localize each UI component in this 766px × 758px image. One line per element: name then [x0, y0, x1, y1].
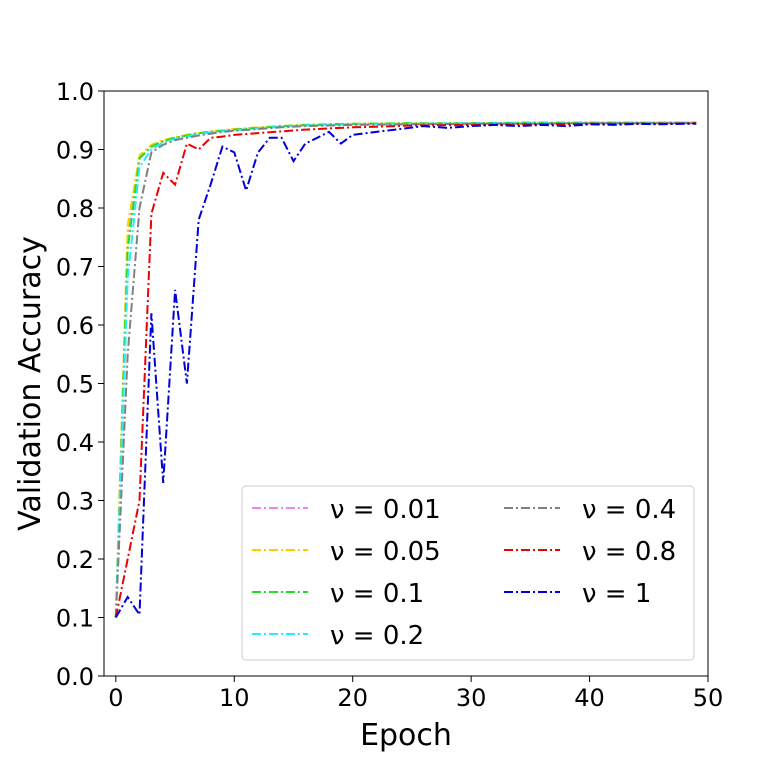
- y-tick-label: 0.7: [56, 254, 94, 282]
- y-axis-ticks: 0.0 0.1 0.2 0.3 0.4 0.5 0.6 0.7 0.8 0.9 1.0: [56, 78, 104, 691]
- series-line-6: [114, 122, 697, 619]
- y-axis-label: Validation Accuracy: [13, 236, 48, 531]
- legend: ν = 0.01 ν = 0.05 ν = 0.1 ν = 0.2 ν = 0.4 ν =…: [241, 485, 695, 661]
- y-tick-label: 0.2: [56, 546, 94, 574]
- x-tick-label: 20: [337, 684, 368, 712]
- y-tick-label: 0.0: [56, 663, 94, 691]
- legend-box: [241, 485, 695, 661]
- x-axis-label: Epoch: [360, 718, 452, 753]
- y-tick-label: 0.8: [56, 195, 94, 223]
- y-tick-label: 0.6: [56, 312, 94, 340]
- legend-label: ν = 0.01: [330, 495, 441, 525]
- legend-label: ν = 0.4: [582, 495, 676, 525]
- y-tick-label: 0.3: [56, 488, 94, 516]
- series-lines: [114, 121, 697, 619]
- x-tick-label: 10: [219, 684, 250, 712]
- legend-label: ν = 0.1: [330, 579, 424, 609]
- y-tick-label: 0.1: [56, 605, 94, 633]
- x-tick-label: 40: [574, 684, 605, 712]
- legend-label: ν = 0.2: [330, 621, 424, 651]
- y-tick-label: 0.4: [56, 429, 94, 457]
- y-tick-label: 1.0: [56, 78, 94, 106]
- y-tick-label: 0.9: [56, 137, 94, 165]
- x-tick-label: 0: [108, 684, 123, 712]
- legend-label: ν = 1: [582, 579, 651, 609]
- x-axis-ticks: 0 10 20 30 40 50: [108, 676, 723, 712]
- series-line-3: [114, 121, 697, 618]
- x-tick-label: 30: [456, 684, 487, 712]
- x-tick-label: 50: [693, 684, 724, 712]
- legend-label: ν = 0.8: [582, 537, 676, 567]
- y-tick-label: 0.5: [56, 371, 94, 399]
- legend-label: ν = 0.05: [330, 537, 441, 567]
